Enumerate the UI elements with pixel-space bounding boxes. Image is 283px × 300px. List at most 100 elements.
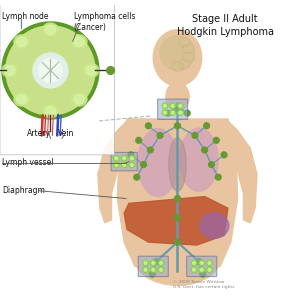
Ellipse shape xyxy=(45,106,56,116)
Text: Lymph vessel: Lymph vessel xyxy=(2,158,53,167)
Circle shape xyxy=(130,157,133,160)
Ellipse shape xyxy=(74,37,85,46)
Circle shape xyxy=(162,103,168,109)
Circle shape xyxy=(192,262,196,264)
Circle shape xyxy=(151,260,156,266)
Ellipse shape xyxy=(179,128,218,191)
Circle shape xyxy=(134,174,140,180)
FancyBboxPatch shape xyxy=(187,256,217,277)
Text: Diaphragm: Diaphragm xyxy=(2,186,45,195)
Text: Vein: Vein xyxy=(58,129,74,138)
Circle shape xyxy=(158,267,164,272)
Circle shape xyxy=(153,259,159,264)
Circle shape xyxy=(175,106,180,112)
Circle shape xyxy=(184,110,190,116)
Circle shape xyxy=(202,147,207,153)
Circle shape xyxy=(157,133,163,138)
Ellipse shape xyxy=(72,92,87,106)
Circle shape xyxy=(162,110,168,116)
Circle shape xyxy=(208,268,211,271)
Circle shape xyxy=(2,22,99,119)
Ellipse shape xyxy=(138,129,179,196)
Circle shape xyxy=(107,67,114,74)
Text: Artery: Artery xyxy=(27,129,51,138)
Circle shape xyxy=(6,26,95,115)
FancyBboxPatch shape xyxy=(158,99,188,119)
Ellipse shape xyxy=(4,66,15,75)
Circle shape xyxy=(114,162,119,168)
Ellipse shape xyxy=(86,66,97,75)
Circle shape xyxy=(158,260,164,266)
Circle shape xyxy=(165,110,171,116)
Ellipse shape xyxy=(14,35,29,49)
Circle shape xyxy=(151,267,156,272)
Circle shape xyxy=(175,123,180,129)
Circle shape xyxy=(33,53,68,88)
Circle shape xyxy=(143,260,148,266)
Circle shape xyxy=(213,137,219,143)
Circle shape xyxy=(175,196,180,201)
Ellipse shape xyxy=(2,64,18,77)
Circle shape xyxy=(143,267,148,272)
Circle shape xyxy=(209,162,214,167)
Circle shape xyxy=(192,133,198,138)
Text: Stage II Adult
Hodgkin Lymphoma: Stage II Adult Hodgkin Lymphoma xyxy=(177,14,273,38)
Circle shape xyxy=(129,155,135,161)
Circle shape xyxy=(114,155,119,161)
FancyBboxPatch shape xyxy=(0,4,114,155)
Circle shape xyxy=(199,267,204,272)
Circle shape xyxy=(136,137,142,143)
Circle shape xyxy=(200,262,203,264)
Circle shape xyxy=(115,157,118,160)
Polygon shape xyxy=(98,121,127,223)
FancyBboxPatch shape xyxy=(111,152,137,171)
Circle shape xyxy=(199,260,204,266)
Circle shape xyxy=(163,104,166,107)
Circle shape xyxy=(171,104,174,107)
Circle shape xyxy=(128,152,134,158)
Circle shape xyxy=(175,239,180,245)
Circle shape xyxy=(39,59,62,82)
Circle shape xyxy=(191,260,197,266)
Circle shape xyxy=(221,152,227,158)
Polygon shape xyxy=(228,121,257,223)
Ellipse shape xyxy=(135,232,220,285)
Polygon shape xyxy=(124,196,228,245)
Circle shape xyxy=(123,157,126,160)
Circle shape xyxy=(179,111,182,114)
Circle shape xyxy=(129,162,135,168)
Ellipse shape xyxy=(43,104,58,118)
Circle shape xyxy=(147,147,153,153)
Circle shape xyxy=(149,271,155,277)
Circle shape xyxy=(175,215,180,221)
Ellipse shape xyxy=(16,37,27,46)
Circle shape xyxy=(170,103,175,109)
Circle shape xyxy=(178,110,183,116)
Text: Lymph node: Lymph node xyxy=(2,12,48,21)
Circle shape xyxy=(179,104,182,107)
Circle shape xyxy=(207,267,212,272)
Ellipse shape xyxy=(74,94,85,104)
Circle shape xyxy=(160,268,162,271)
Circle shape xyxy=(144,262,147,264)
Circle shape xyxy=(121,162,127,168)
Ellipse shape xyxy=(16,94,27,104)
Circle shape xyxy=(178,103,183,109)
Circle shape xyxy=(163,111,166,114)
Ellipse shape xyxy=(200,213,229,238)
Ellipse shape xyxy=(166,82,189,111)
Circle shape xyxy=(200,268,203,271)
Circle shape xyxy=(152,268,155,271)
Ellipse shape xyxy=(72,35,87,49)
Ellipse shape xyxy=(83,64,99,77)
Circle shape xyxy=(170,110,175,116)
Ellipse shape xyxy=(160,36,195,70)
Polygon shape xyxy=(117,119,238,266)
Circle shape xyxy=(191,267,197,272)
Ellipse shape xyxy=(169,138,186,191)
Ellipse shape xyxy=(153,30,202,86)
Circle shape xyxy=(208,262,211,264)
Circle shape xyxy=(145,123,151,129)
Text: Lymphoma cells
(Cancer): Lymphoma cells (Cancer) xyxy=(74,12,135,32)
Circle shape xyxy=(207,260,212,266)
